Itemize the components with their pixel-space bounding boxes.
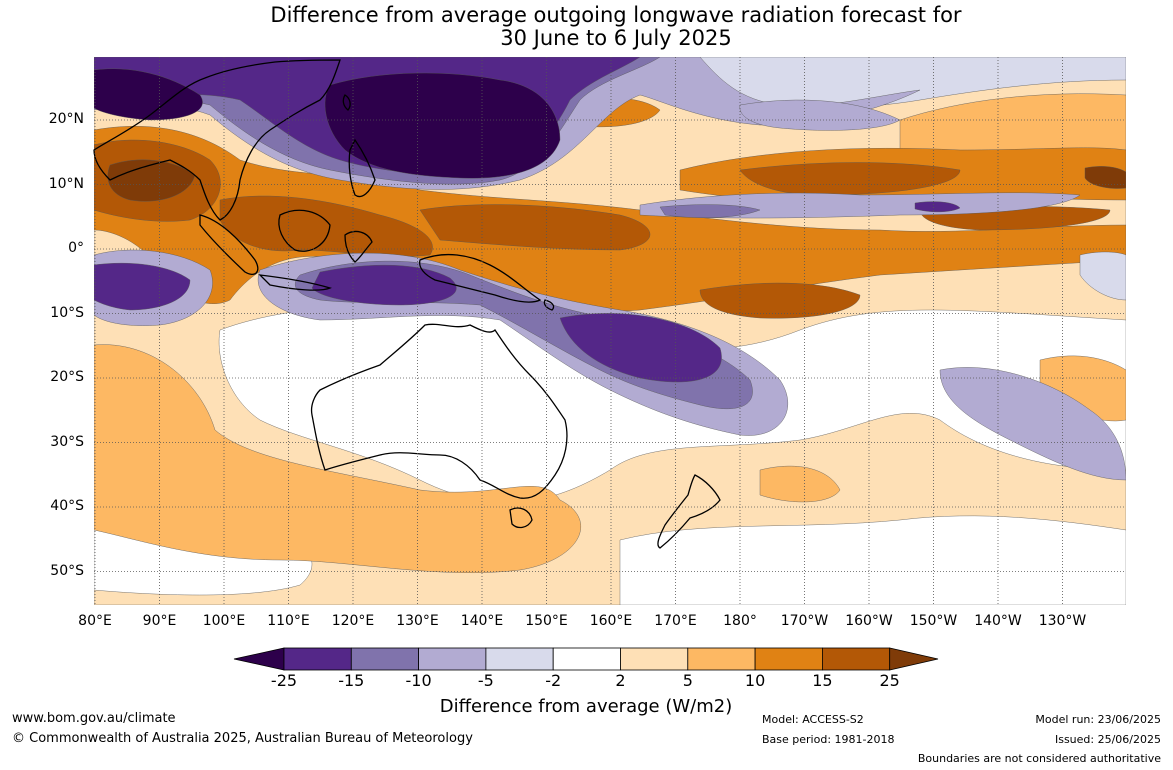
- longitude-label: 170°W: [780, 613, 829, 629]
- field-minus2-east-upper: [1079, 251, 1126, 301]
- new-zealand-coastline: [657, 474, 721, 549]
- new-guinea-coastline: [419, 253, 542, 303]
- model-name: Model: ACCESS-S2: [762, 713, 864, 726]
- colorbar-tick-label: 25: [879, 671, 900, 690]
- colorbar-tick-label: 2: [615, 671, 626, 690]
- australia-coastline: [310, 323, 568, 499]
- colorbar-tick-label: -2: [545, 671, 562, 690]
- java-coastline: [258, 274, 332, 291]
- longitude-label: 130°E: [396, 613, 439, 629]
- colorbar-title: Difference from average (W/m2): [439, 696, 733, 717]
- longitude-label: 100°E: [202, 613, 246, 629]
- field-minus15-coral-east: [559, 313, 722, 383]
- longitude-label: 120°E: [331, 613, 375, 629]
- latitude-label: 30°S: [50, 433, 84, 450]
- latitude-label: 10°N: [48, 175, 84, 192]
- colorbar-segment: [687, 647, 756, 671]
- colorbar-segment: [485, 647, 554, 671]
- field-minus15-indian: [94, 262, 191, 311]
- longitude-label: 180°: [723, 613, 757, 629]
- longitude-label: 160°W: [845, 613, 893, 629]
- latitude-label: 20°S: [50, 369, 84, 385]
- latitude-label: 50°S: [50, 562, 84, 579]
- colorbar-tick-label: -25: [270, 671, 298, 690]
- colorbar-segment: [283, 647, 352, 671]
- field-minus15-coral: [311, 264, 457, 306]
- coastlines: [93, 59, 721, 549]
- colorbar-tick-label: 5: [682, 671, 693, 690]
- colorbar-tick-label: -10: [405, 671, 432, 690]
- colorbar-tick-label: -5: [477, 671, 494, 690]
- base-period: Base period: 1981-2018: [762, 733, 895, 746]
- field-plus25-east: [1084, 166, 1126, 189]
- longitude-label: 140°E: [460, 613, 504, 629]
- tasmania-coastline: [509, 507, 533, 529]
- longitude-label: 170°E: [654, 613, 697, 629]
- title-line-2: 30 June to 6 July 2025: [500, 26, 732, 50]
- sulawesi-coastline: [344, 230, 373, 263]
- taiwan-coastline: [342, 94, 351, 111]
- colorbar-segment: [754, 647, 823, 671]
- field-plus15-maritime: [219, 195, 433, 257]
- colorbar-segment: [620, 647, 689, 671]
- colorbar-max-extension: [889, 647, 939, 671]
- field-neutral-nz-south: [619, 515, 1126, 605]
- field-plus5-south-west: [94, 344, 581, 573]
- colorbar-tick-label: 10: [744, 671, 766, 690]
- colorbar-segment: [822, 647, 891, 671]
- asia-mainland-coastline: [93, 59, 341, 221]
- field-plus15-png: [419, 204, 650, 251]
- field-plus25-indian: [107, 159, 196, 202]
- longitude-label: 80°E: [78, 613, 112, 629]
- latitude-label: 20°N: [48, 111, 84, 127]
- colorbar-tick-label: 15: [812, 671, 833, 690]
- field-minus5-npac: [739, 99, 901, 131]
- longitude-label: 110°E: [267, 613, 310, 629]
- sumatra-coastline: [199, 214, 259, 275]
- field-minus25-bengal: [94, 68, 203, 121]
- title-line-1: Difference from average outgoing longwav…: [270, 3, 962, 27]
- colorbar-min-extension: [233, 647, 285, 671]
- issued-date: Issued: 25/06/2025: [1054, 733, 1161, 746]
- copyright-text: © Commonwealth of Australia 2025, Austra…: [12, 731, 473, 746]
- map-fields: [94, 57, 1126, 605]
- colorbar-segment: [552, 647, 621, 671]
- longitude-label: 160°E: [589, 613, 633, 629]
- colorbar-segment: [418, 647, 487, 671]
- longitude-label: 90°E: [142, 613, 177, 629]
- field-minus5-east: [939, 367, 1126, 481]
- field-plus5-south-east: [759, 465, 841, 503]
- philippines-coastline: [348, 138, 376, 198]
- latitude-label: 10°S: [50, 304, 84, 321]
- website-link[interactable]: www.bom.gov.au/climate: [12, 711, 176, 726]
- boundaries-disclaimer: Boundaries are not considered authoritat…: [917, 752, 1161, 765]
- model-run-date: Model run: 23/06/2025: [1035, 713, 1161, 726]
- field-plus15-npac: [739, 162, 961, 196]
- longitude-label: 140°W: [974, 613, 1022, 629]
- longitude-label: 130°W: [1038, 613, 1087, 629]
- borneo-coastline: [278, 209, 331, 252]
- field-minus25-philippines: [324, 72, 561, 179]
- longitude-label: 150°W: [909, 613, 958, 629]
- field-minus10-band: [659, 204, 761, 218]
- map-title: Difference from average outgoing longwav…: [0, 4, 1173, 50]
- graticule: [94, 57, 1126, 605]
- latitude-label: 40°S: [50, 498, 84, 514]
- colorbar-tick-label: -15: [338, 671, 365, 690]
- latitude-label: 0°: [68, 240, 84, 256]
- longitude-label: 150°E: [525, 613, 568, 629]
- colorbar-segment: [350, 647, 419, 671]
- solomon-islands-coastline: [543, 299, 555, 311]
- colorbar: [233, 647, 939, 671]
